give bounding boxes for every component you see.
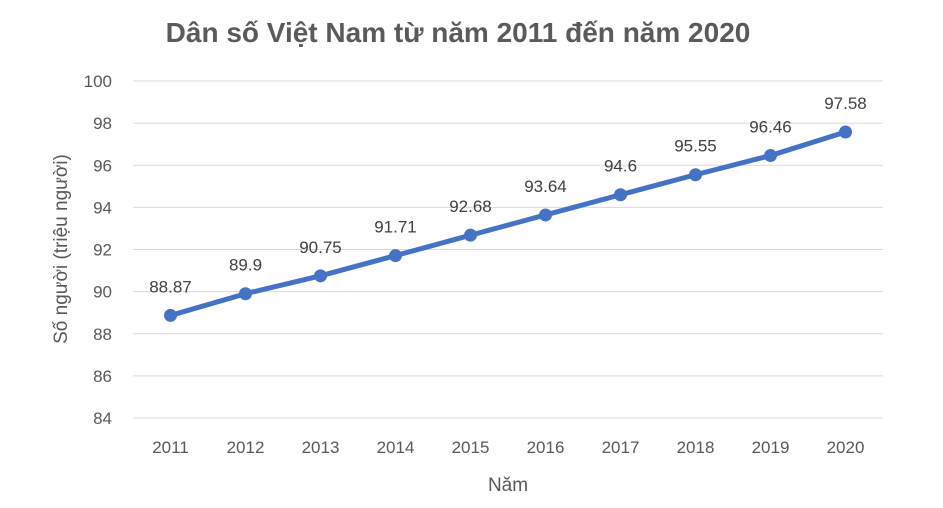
- x-tick-label: 2019: [752, 438, 790, 457]
- x-tick-label: 2016: [527, 438, 565, 457]
- x-tick-label: 2013: [302, 438, 340, 457]
- data-labels: 88.87 89.9 90.75 91.71 92.68 93.64 94.6 95.55 96…: [149, 94, 867, 296]
- y-tick-label: 90: [93, 283, 112, 302]
- y-tick-label: 96: [93, 156, 112, 175]
- y-tick-label: 88: [93, 325, 112, 344]
- data-point-2017: [614, 188, 627, 202]
- x-tick-label: 2020: [827, 438, 865, 457]
- x-tick-label: 2015: [452, 438, 490, 457]
- y-tick-label: 84: [93, 409, 112, 428]
- data-point-2019: [764, 149, 777, 163]
- x-tick-label: 2017: [602, 438, 640, 457]
- data-point-2018: [689, 168, 702, 182]
- data-label-2011: 88.87: [149, 277, 192, 296]
- y-axis-ticks: 84 86 88 90 92 94 96 98 100: [84, 72, 112, 428]
- data-label-2018: 95.55: [674, 137, 717, 156]
- data-point-2020: [839, 125, 852, 139]
- x-tick-label: 2012: [227, 438, 265, 457]
- y-tick-label: 98: [93, 114, 112, 133]
- data-points: [164, 125, 852, 322]
- x-tick-label: 2014: [377, 438, 415, 457]
- data-label-2012: 89.9: [229, 256, 262, 275]
- y-tick-label: 86: [93, 367, 112, 386]
- data-label-2019: 96.46: [749, 118, 792, 137]
- x-axis-ticks: 2011 2012 2013 2014 2015 2016 2017 2018 2019 2020: [152, 438, 864, 457]
- data-point-2013: [314, 269, 327, 283]
- y-axis-title: Số người (triệu người): [51, 154, 72, 344]
- data-point-2014: [389, 249, 402, 263]
- data-point-2015: [464, 228, 477, 242]
- data-point-2012: [239, 287, 252, 301]
- data-label-2014: 91.71: [374, 218, 417, 237]
- y-tick-label: 94: [93, 198, 112, 217]
- data-label-2015: 92.68: [449, 197, 492, 216]
- series-line: [168, 129, 848, 318]
- y-tick-label: 100: [84, 72, 112, 91]
- data-label-2013: 90.75: [299, 238, 342, 257]
- data-label-2017: 94.6: [604, 157, 637, 176]
- chart-title: Dân số Việt Nam từ năm 2011 đến năm 2020: [166, 17, 751, 48]
- data-point-2016: [539, 208, 552, 222]
- data-point-2011: [164, 308, 177, 322]
- series-line-group: [168, 129, 848, 318]
- x-tick-label: 2018: [677, 438, 715, 457]
- x-axis-title: Năm: [488, 475, 528, 496]
- data-label-2020: 97.58: [824, 94, 867, 113]
- y-tick-label: 92: [93, 241, 112, 260]
- x-tick-label: 2011: [152, 438, 189, 457]
- data-label-2016: 93.64: [524, 177, 567, 196]
